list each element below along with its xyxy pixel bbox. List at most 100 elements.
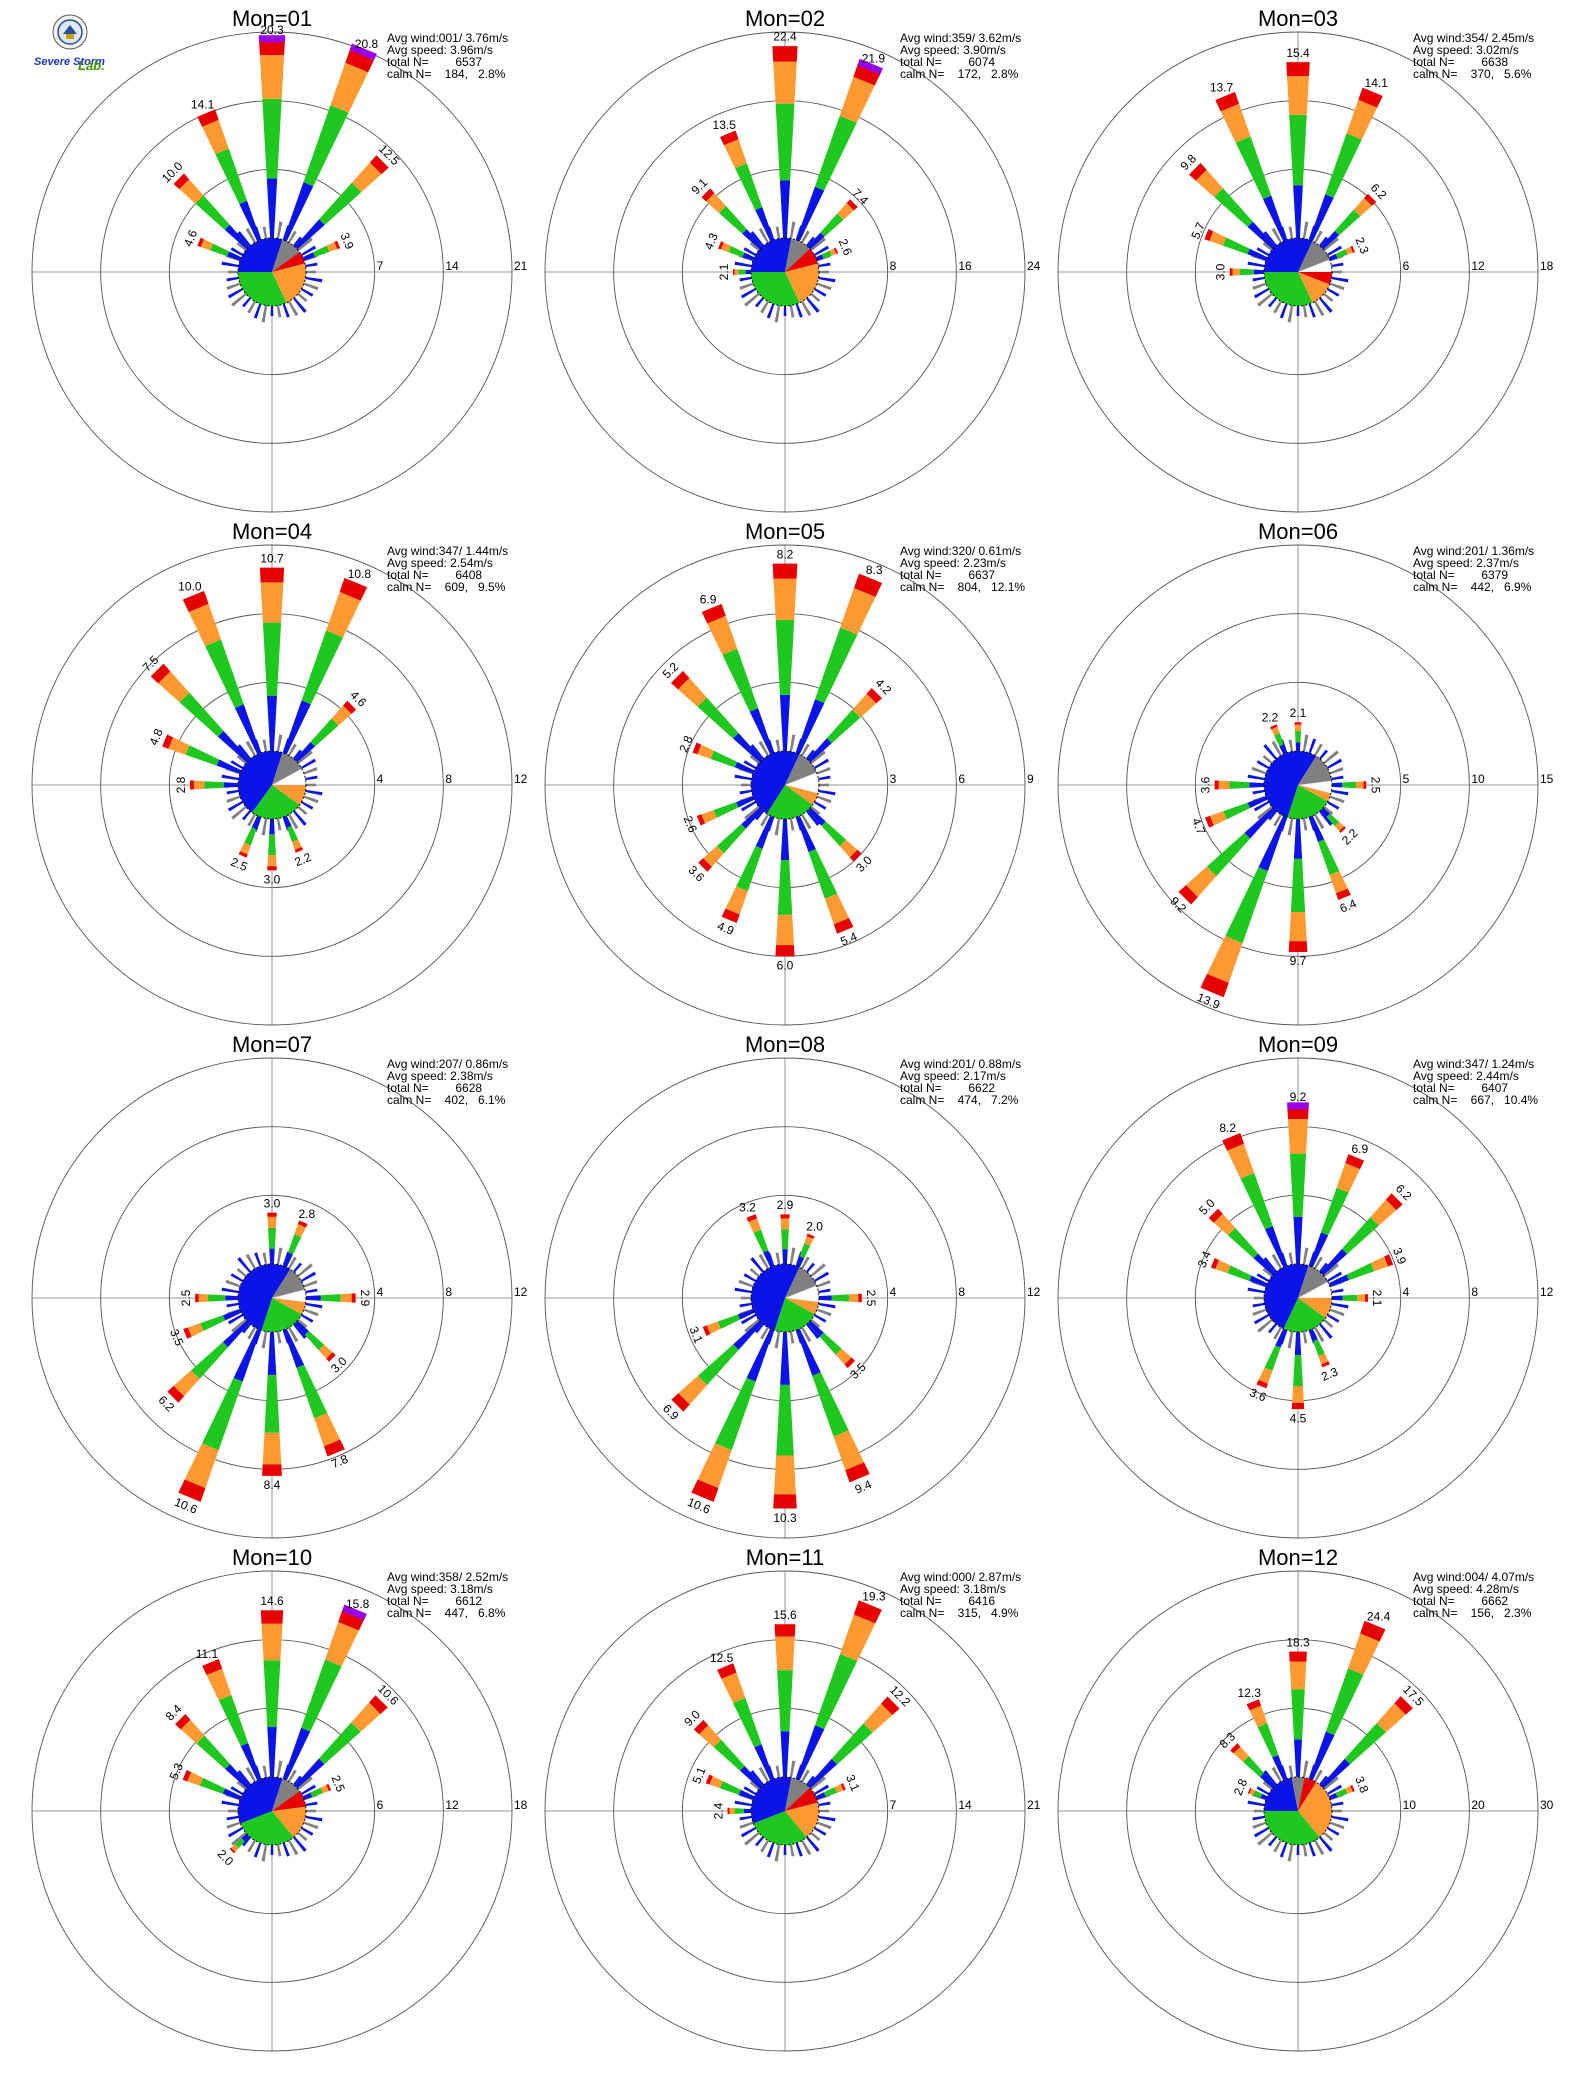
minor-spoke [1319, 749, 1328, 760]
minor-spoke [305, 783, 316, 787]
spoke-value-label: 3.9 [337, 231, 356, 252]
ring-circle [544, 1570, 1026, 2052]
ring-label: 6 [1403, 259, 1410, 273]
minor-spoke [226, 1821, 241, 1829]
minor-spoke [1314, 1839, 1325, 1856]
stat-avg-speed: Avg speed: 3.18m/s [387, 1582, 493, 1596]
spoke-segment [1293, 1739, 1303, 1778]
spoke-value-label: 10.8 [348, 567, 372, 581]
calm-pie-slice [785, 248, 818, 272]
minor-spoke [813, 288, 827, 297]
spoke-segment [1339, 826, 1346, 833]
minor-spoke [300, 1784, 317, 1795]
minor-spoke [789, 1760, 796, 1778]
spoke-segment [1320, 230, 1340, 250]
spoke-segment [302, 252, 315, 261]
ring-circle [1057, 1057, 1539, 1539]
minor-spoke [305, 276, 323, 283]
spoke-segment [320, 1784, 329, 1794]
spoke-value-label: 5.3 [167, 1761, 186, 1782]
minor-spoke [1323, 1263, 1339, 1277]
minor-spoke [303, 1821, 319, 1830]
spoke-segment [297, 1220, 308, 1228]
minor-spoke [300, 1314, 314, 1323]
spoke-segment [845, 1462, 870, 1483]
spoke-segment [314, 1413, 341, 1447]
spoke-segment [267, 696, 277, 752]
spoke-segment [692, 742, 702, 755]
minor-spoke [237, 744, 251, 760]
minor-spoke [1263, 1770, 1277, 1786]
stats-block: Avg wind:000/ 2.87m/s Avg speed: 3.18m/s t… [900, 1571, 1021, 1619]
spoke-value-label: 9.2 [1290, 1090, 1307, 1104]
spoke-segment [777, 860, 793, 915]
spoke-segment [351, 1702, 381, 1732]
spoke-segment [736, 796, 755, 808]
minor-spoke [806, 810, 820, 826]
stat-calm-n: calm N= 156, 2.3% [1413, 1606, 1532, 1620]
ring-label: 3 [890, 772, 897, 786]
minor-spoke [760, 813, 769, 827]
minor-spoke [775, 1765, 781, 1778]
minor-spoke [750, 1257, 764, 1273]
pie-outline [750, 750, 820, 820]
minor-spoke [739, 282, 754, 290]
stat-calm-n: calm N= 315, 4.9% [900, 1606, 1019, 1620]
minor-spoke [1319, 236, 1328, 247]
spoke-segment [1309, 1328, 1318, 1342]
spoke-segment [796, 1328, 821, 1376]
calm-pie-slice [1298, 272, 1332, 285]
spoke-segment [294, 1320, 309, 1335]
minor-spoke [226, 1815, 239, 1821]
minor-spoke [1329, 767, 1344, 775]
minor-spoke [760, 1839, 769, 1853]
spoke-segment [239, 200, 261, 242]
spoke-segment [1335, 1788, 1348, 1798]
spoke-segment [296, 1364, 328, 1419]
spoke-segment [1264, 1345, 1281, 1371]
pie-outline [237, 750, 307, 820]
stat-total-n: total N= 6612 [387, 1594, 483, 1608]
spoke-segment [746, 1328, 774, 1382]
minor-spoke [734, 1287, 752, 1294]
spoke-value-label: 21.9 [862, 52, 886, 66]
spoke-segment [1309, 815, 1325, 842]
spoke-segment [807, 1320, 824, 1337]
minor-spoke [305, 1302, 323, 1309]
minor-spoke [1331, 1809, 1342, 1813]
spoke-segment [267, 1331, 277, 1376]
minor-spoke [228, 270, 239, 274]
spoke-segment [806, 1233, 815, 1239]
minor-spoke [758, 227, 769, 244]
minor-spoke [236, 1268, 247, 1277]
spoke-segment [338, 1608, 366, 1631]
spoke-segment [863, 1703, 893, 1733]
wind-rose-panel: 4 8 12 10.7 10.8 10.0 7.5 4.6 4.8 2.8 3.0 2.2 2.5 Mon… [14, 519, 530, 1043]
minor-spoke [1323, 1776, 1339, 1790]
spoke-segment [1355, 781, 1364, 789]
spoke-segment [807, 807, 826, 826]
minor-spoke [1323, 1319, 1334, 1328]
spoke-segment [1230, 1743, 1241, 1754]
spoke-segment [713, 802, 739, 818]
minor-spoke [1279, 1842, 1288, 1858]
spoke-segment [1195, 169, 1224, 198]
ring-label: 21 [1027, 1798, 1041, 1812]
spoke-segment [837, 203, 854, 220]
minor-spoke [293, 810, 307, 826]
spoke-segment [1233, 1746, 1249, 1762]
minor-spoke [789, 818, 795, 831]
spoke-segment [733, 1697, 762, 1748]
spoke-segment [804, 1236, 814, 1246]
spoke-segment [200, 1315, 226, 1331]
minor-spoke [774, 1844, 781, 1862]
minor-spoke [254, 1252, 262, 1267]
ring-label: 8 [445, 1285, 452, 1299]
spoke-segment [831, 1294, 849, 1302]
ring-label: 4 [377, 1285, 384, 1299]
minor-spoke [806, 1323, 820, 1339]
spoke-value-label: 5.4 [838, 929, 859, 948]
minor-spoke [276, 1331, 282, 1344]
minor-spoke [297, 1319, 308, 1328]
spoke-segment [1328, 253, 1338, 261]
